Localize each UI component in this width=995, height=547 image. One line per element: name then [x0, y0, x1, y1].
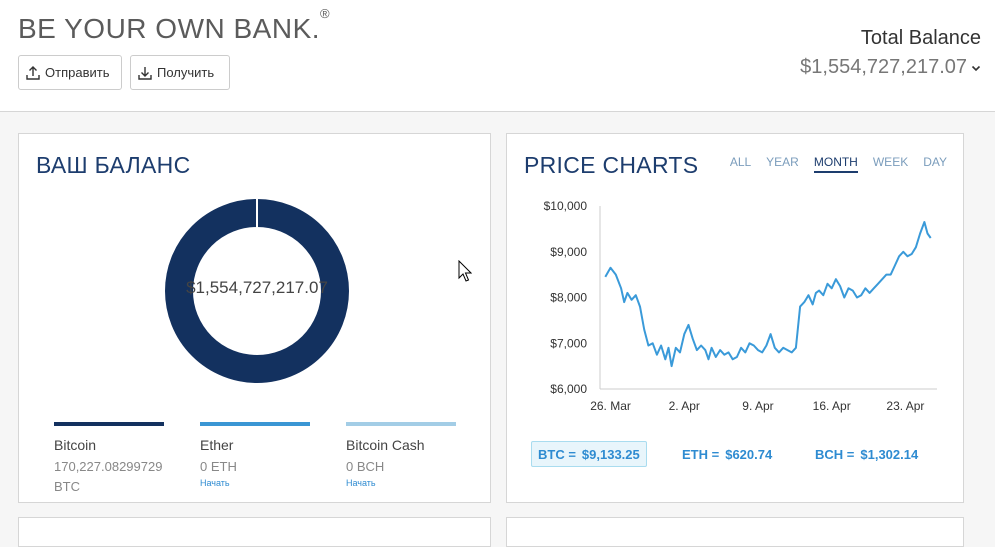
- bottom-card-right: [506, 517, 964, 547]
- price-charts-title: PRICE CHARTS: [524, 152, 699, 178]
- timeframe-tabs: ALL YEAR MONTH WEEK DAY: [730, 155, 947, 173]
- asset-name: Bitcoin Cash: [346, 437, 425, 453]
- legend-item-bitcoin: Bitcoin 170,227.08299729 BTC: [54, 422, 164, 497]
- price-btc-value: $9,133.25: [581, 446, 640, 462]
- balance-donut-chart: [165, 198, 349, 383]
- legend-item-bitcoin-cash: Bitcoin Cash 0 BCH Начать: [346, 422, 456, 488]
- price-eth[interactable]: ETH = $620.74: [682, 441, 772, 467]
- donut-center-value: $1,554,727,217.07: [186, 278, 328, 297]
- price-bch[interactable]: BCH = $1,302.14: [815, 441, 918, 467]
- x-tick-label: 23. Apr: [886, 399, 924, 413]
- receive-label: Получить: [157, 65, 215, 80]
- receive-button[interactable]: Получить: [130, 55, 230, 90]
- app-header: BE YOUR OWN BANK.® Отправить Получить To…: [0, 0, 995, 112]
- balance-title: ВАШ БАЛАНС: [36, 152, 191, 178]
- tab-week[interactable]: WEEK: [872, 155, 909, 169]
- send-button[interactable]: Отправить: [18, 55, 122, 90]
- price-btc-label: BTC =: [538, 446, 576, 462]
- x-tick-label: 16. Apr: [813, 399, 851, 413]
- price-eth-label: ETH =: [682, 446, 720, 462]
- balance-card: ВАШ БАЛАНС $1,554,727,217.07 Bitcoin 170…: [18, 133, 491, 503]
- start-link-bitcoin-cash[interactable]: Начать: [346, 478, 376, 488]
- tab-year[interactable]: YEAR: [766, 155, 799, 169]
- legend-bar-ether: [200, 422, 310, 426]
- download-icon: [138, 66, 152, 80]
- start-link-ether[interactable]: Начать: [200, 478, 230, 488]
- tab-all[interactable]: ALL: [729, 155, 752, 169]
- x-tick-label: 26. Mar: [590, 399, 631, 413]
- tab-day[interactable]: DAY: [923, 155, 947, 169]
- price-bch-value: $1,302.14: [860, 446, 919, 462]
- x-tick-label: 2. Apr: [669, 399, 700, 413]
- legend-bar-bitcoin-cash: [346, 422, 456, 426]
- asset-name: Ether: [200, 437, 234, 453]
- total-balance-toggle[interactable]: $1,554,727,217.07: [800, 56, 981, 79]
- x-tick-label: 9. Apr: [742, 399, 773, 413]
- btc-price-line: [604, 221, 932, 368]
- total-balance-label: Total Balance: [860, 27, 981, 49]
- chevron-down-icon: [971, 65, 981, 71]
- y-tick-label: $8,000: [550, 291, 587, 305]
- asset-name: Bitcoin: [54, 437, 97, 453]
- price-btc[interactable]: BTC = $9,133.25: [531, 441, 647, 467]
- asset-amount: 170,227.08299729 BTC: [54, 459, 163, 494]
- brand-title: BE YOUR OWN BANK.®: [18, 5, 331, 44]
- asset-amount: 0 ETH: [200, 459, 237, 474]
- upload-icon: [26, 65, 40, 80]
- total-balance-value: $1,554,727,217.07: [800, 56, 967, 78]
- y-tick-label: $10,000: [544, 199, 588, 213]
- bottom-card-left: [18, 517, 491, 547]
- legend-item-ether: Ether 0 ETH Начать: [200, 422, 310, 488]
- price-line-chart: $6,000 $7,000 $8,000 $9,000 $10,000 26. Mar 2.…: [544, 199, 937, 413]
- y-tick-label: $9,000: [550, 245, 587, 259]
- price-eth-value: $620.74: [725, 446, 773, 462]
- send-label: Отправить: [45, 65, 110, 80]
- tab-month[interactable]: MONTH: [813, 155, 858, 173]
- legend-bar-bitcoin: [54, 422, 164, 426]
- price-charts-card: PRICE CHARTS ALL YEAR MONTH WEEK DAY $6,…: [506, 133, 964, 503]
- price-bch-label: BCH =: [815, 446, 855, 462]
- asset-amount: 0 BCH: [346, 459, 385, 474]
- registered-mark: ®: [320, 5, 331, 21]
- y-tick-label: $6,000: [550, 382, 587, 396]
- y-tick-label: $7,000: [550, 336, 587, 350]
- mouse-cursor-icon: [458, 260, 472, 282]
